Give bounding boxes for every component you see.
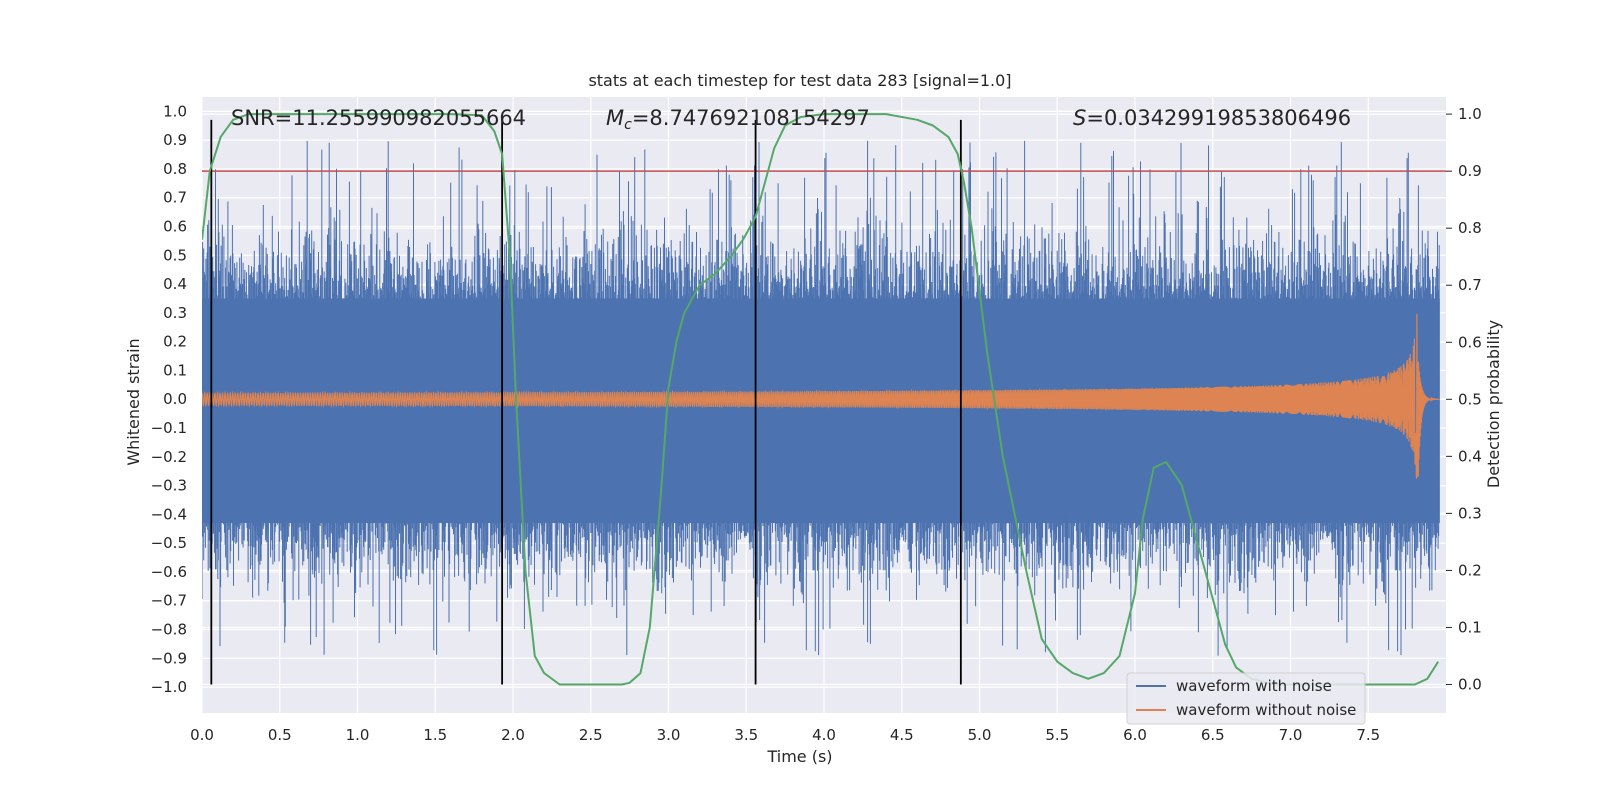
right-tick-label: 0.4 (1458, 447, 1482, 465)
x-tick-label: 3.0 (657, 726, 681, 744)
left-tick-label: −0.6 (151, 563, 187, 581)
x-tick-label: 6.0 (1123, 726, 1147, 744)
x-tick-label: 7.5 (1356, 726, 1380, 744)
right-tick-label: 0.5 (1458, 390, 1482, 408)
legend-label-no-noise: waveform without noise (1176, 701, 1356, 719)
left-tick-label: −0.8 (151, 621, 187, 639)
x-tick-label: 0.0 (190, 726, 214, 744)
right-tick-label: 1.0 (1458, 105, 1482, 123)
probability-series (202, 113, 1440, 686)
left-tick-label: 0.6 (163, 218, 187, 236)
left-tick-label: −0.3 (151, 477, 187, 495)
x-tick-label: 1.0 (346, 726, 370, 744)
legend: waveform with noise waveform without noi… (1126, 672, 1366, 725)
x-tick-label: 6.5 (1201, 726, 1225, 744)
chirp-mass-value: =8.747692108154297 (632, 106, 870, 130)
chirp-series (202, 313, 1440, 479)
x-tick-label: 2.5 (579, 726, 603, 744)
left-tick-label: 0.2 (163, 333, 187, 351)
y-axis-label-left: Whitened strain (124, 338, 143, 465)
left-tick-label: 0.4 (163, 275, 187, 293)
left-tick-label: −0.9 (151, 649, 187, 667)
left-tick-label: −0.2 (151, 448, 187, 466)
legend-label-noise: waveform with noise (1176, 677, 1332, 695)
chirp-trace (202, 313, 1440, 479)
right-tick-label: 0.3 (1458, 504, 1482, 522)
left-tick-label: 0.1 (163, 361, 187, 379)
left-tick-label: −0.7 (151, 592, 187, 610)
right-tick-label: 0.9 (1458, 162, 1482, 180)
x-tick-label: 7.0 (1279, 726, 1303, 744)
chirp-mass-symbol: M (606, 106, 624, 130)
x-tick-label: 5.0 (968, 726, 992, 744)
s-symbol: S (1073, 106, 1086, 130)
left-tick-label: 0.3 (163, 304, 187, 322)
y-axis-label-right: Detection probability (1484, 320, 1503, 488)
left-tick-label: 0.8 (163, 160, 187, 178)
x-ticks: 0.0 0.5 1.0 1.5 2.0 2.5 3.0 3.5 4.0 4.5 5.0 5.5 6.0 6… (190, 726, 1380, 744)
right-tick-label: 0.0 (1458, 675, 1482, 693)
left-tick-label: −0.1 (151, 419, 187, 437)
x-tick-label: 2.0 (501, 726, 525, 744)
right-tick-label: 0.8 (1458, 219, 1482, 237)
left-tick-label: 1.0 (163, 102, 187, 120)
right-ticks: 1.0 0.9 0.8 0.7 0.6 0.5 0.4 0.3 0.2 0.1 0.0 (1446, 105, 1482, 693)
s-annotation: S=0.03429919853806496 (1073, 106, 1351, 130)
right-tick-label: 0.6 (1458, 333, 1482, 351)
left-tick-label: 0.7 (163, 189, 187, 207)
probability-line (202, 113, 1440, 686)
left-tick-label: 0.0 (163, 390, 187, 408)
chart-title: stats at each timestep for test data 283… (588, 71, 1011, 90)
left-ticks: 1.0 0.9 0.8 0.7 0.6 0.5 0.4 0.3 0.2 0.1 0.0 −0.1 −0.… (151, 102, 187, 696)
left-tick-label: 0.9 (163, 131, 187, 149)
x-tick-label: 5.5 (1045, 726, 1069, 744)
right-tick-label: 0.2 (1458, 561, 1482, 579)
left-tick-label: −0.4 (151, 505, 187, 523)
left-tick-label: −1.0 (151, 678, 187, 696)
chirp-mass-annotation: Mc=8.747692108154297 (606, 106, 870, 133)
s-value: =0.03429919853806496 (1086, 106, 1351, 130)
chirp-mass-subscript: c (624, 117, 632, 133)
x-axis-label: Time (s) (766, 747, 832, 766)
x-tick-label: 4.0 (812, 726, 836, 744)
x-tick-label: 4.5 (890, 726, 914, 744)
x-tick-label: 0.5 (268, 726, 292, 744)
left-tick-label: 0.5 (163, 246, 187, 264)
x-tick-label: 1.5 (423, 726, 447, 744)
x-tick-label: 3.5 (734, 726, 758, 744)
snr-annotation: SNR=11.255990982055664 (231, 106, 526, 130)
legend-box (1126, 672, 1366, 725)
left-tick-label: −0.5 (151, 534, 187, 552)
right-tick-label: 0.7 (1458, 276, 1482, 294)
right-tick-label: 0.1 (1458, 618, 1482, 636)
